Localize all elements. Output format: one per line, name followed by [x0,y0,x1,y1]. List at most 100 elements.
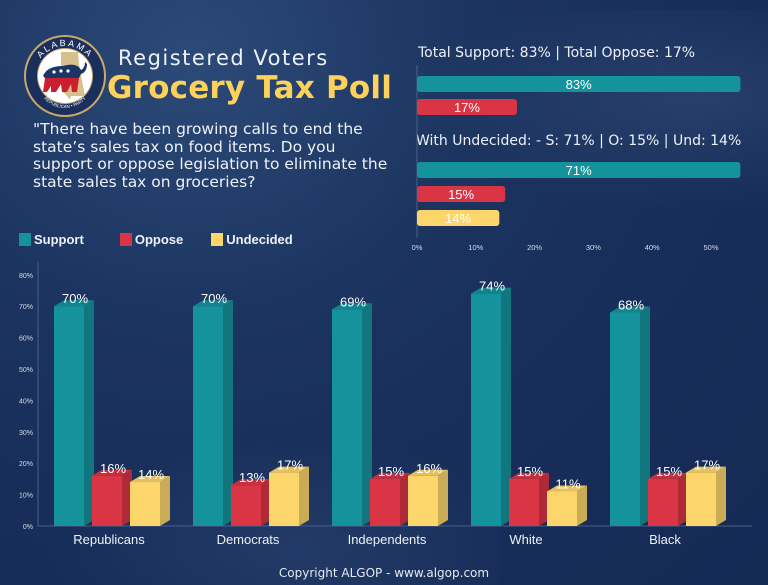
h-axis-tick-label: 40% [645,243,660,252]
legend-swatch-undecided [211,233,224,246]
bar-side-undecided [577,485,587,526]
bar-oppose [509,478,539,526]
horizontal-bar-charts: 83% 17% 71% 15% 14% 0% 10% 20% 30% 40% 50% [412,65,741,252]
bar-data-label: 69% [340,294,366,309]
alabama-gop-logo: ALABAMA REPUBLICAN • PARTY [24,35,106,117]
h-axis-tick-label: 10% [468,243,483,252]
y-axis-tick-label: 40% [19,398,33,405]
page-title: Grocery Tax Poll [107,70,393,106]
bar-data-label: 16% [416,461,442,476]
y-axis-tick-label: 50% [19,367,33,374]
h-axis-tick-label: 0% [412,243,423,252]
bar-undecided [686,472,716,526]
y-axis-tick-label: 10% [19,493,33,500]
bar-undecided [269,472,299,526]
bar-data-label: 15% [656,464,682,479]
bar-top-oppose [370,472,410,479]
x-axis-category-label: White [509,532,542,547]
bar-side-undecided [299,466,309,526]
y-axis-tick-label: 80% [19,273,33,280]
bar-data-label: 17% [277,458,303,473]
legend-item-undecided: Undecided [211,232,293,247]
hbar-support [417,76,741,92]
hbar-support [417,162,741,178]
bar-side-oppose [678,472,688,526]
x-axis-category-label: Republicans [73,532,145,547]
legend-swatch-support [19,233,31,246]
legend-swatch-oppose [119,233,132,246]
hbar-data-label: 17% [454,100,480,115]
bar-support [54,306,84,526]
legend-item-oppose: Oppose [119,232,184,247]
bar-oppose [648,478,678,526]
bar-side-undecided [438,469,448,526]
footer-copyright: Copyright ALGOP - www.algop.com [278,566,490,580]
bar-undecided [130,482,160,526]
bar-top-support [54,300,94,307]
hbar-data-label: 14% [445,211,471,226]
bar-top-oppose [648,472,688,479]
bar-top-undecided [547,485,587,492]
star-icon [66,69,70,73]
bar-top-support [610,306,650,313]
hbar-data-label: 83% [566,77,592,92]
bar-data-label: 16% [100,461,126,476]
bar-data-label: 70% [62,291,88,306]
h-axis-tick-label: 30% [586,243,601,252]
bar-data-label: 70% [201,291,227,306]
bar-top-undecided [408,469,448,476]
y-axis-tick-label: 0% [23,524,33,531]
legend-label: Oppose [134,232,184,247]
y-axis-tick-label: 20% [19,461,33,468]
bar-top-support [193,300,233,307]
bar-data-label: 17% [694,458,720,473]
bar-oppose [92,475,122,526]
y-axis-tick-label: 70% [19,304,33,311]
bar-data-label: 13% [239,470,265,485]
star-icon [52,70,56,74]
bar-data-label: 74% [479,279,505,294]
hbar-data-label: 15% [448,187,474,202]
x-axis-category-label: Independents [348,532,427,547]
bar-oppose [370,478,400,526]
elephant-red-icon [43,78,79,92]
bar-side-oppose [261,479,271,526]
y-axis-tick-label: 30% [19,430,33,437]
bar-top-support [471,287,511,294]
hbar-data-label: 71% [566,163,592,178]
h-axis-tick-label: 50% [703,243,718,252]
bar-top-oppose [231,479,271,486]
bar-top-oppose [509,472,549,479]
hbar-undecided [417,210,500,226]
legend-label: Undecided [226,232,293,247]
bar-top-undecided [130,476,170,483]
bar-support [332,309,362,526]
bar-undecided [547,491,577,526]
bar-support [193,306,223,526]
star-icon [59,69,63,73]
bar-side-oppose [400,472,410,526]
bar-undecided [408,475,438,526]
hbar-oppose [417,186,506,202]
legend-label: Support [34,232,84,247]
bar-side-support [501,287,511,526]
bar-data-label: 14% [138,467,164,482]
x-axis-category-label: Democrats [217,532,280,547]
bar-top-undecided [686,466,726,473]
h-axis-tick-label: 20% [527,243,542,252]
bar-data-label: 15% [378,464,404,479]
bar-support [471,293,501,526]
legend: Support Oppose Undecided [19,232,317,247]
bar-support [610,312,640,526]
bar-data-label: 11% [555,476,580,491]
bar-top-oppose [92,469,132,476]
bar-side-support [640,306,650,526]
total-chart-title: Total Support: 83% | Total Oppose: 17% [418,45,696,61]
bar-data-label: 68% [618,297,644,312]
subtitle: Registered Voters [118,46,329,70]
y-axis-tick-label: 60% [19,336,33,343]
bar-data-label: 15% [517,464,543,479]
hbar-oppose [417,99,517,115]
bar-side-support [84,300,94,526]
